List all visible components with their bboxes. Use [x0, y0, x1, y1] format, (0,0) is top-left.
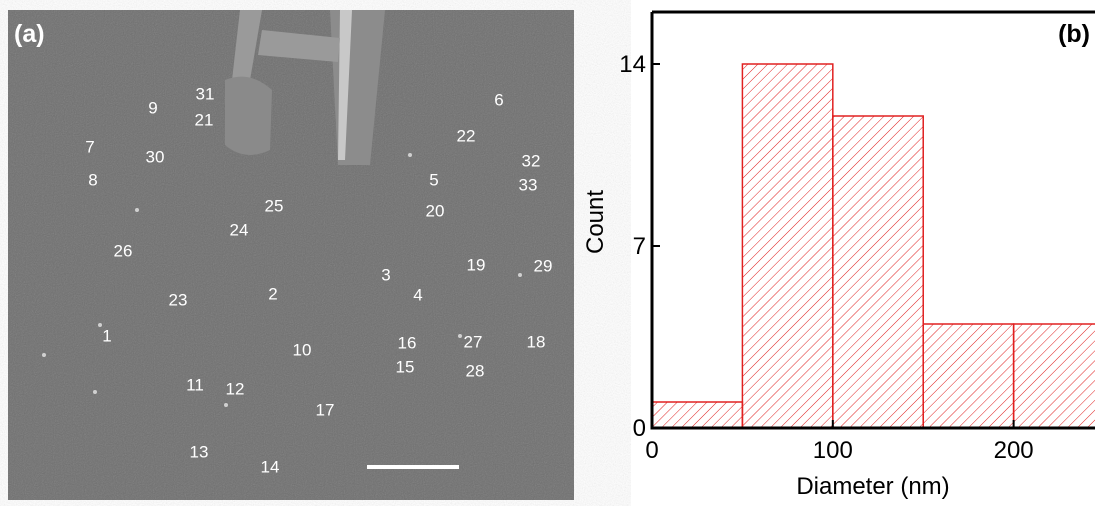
particle-label: 1: [102, 326, 111, 345]
particle-label: 11: [186, 375, 204, 394]
particle-label: 25: [265, 196, 284, 215]
bar: [922, 323, 1015, 429]
particle-label: 27: [464, 332, 483, 351]
particle-label: 4: [413, 285, 422, 304]
particle-label: 24: [230, 220, 249, 239]
particle-label: 23: [169, 290, 188, 309]
particle-label: 19: [467, 255, 486, 274]
particle-label: 22: [457, 126, 476, 145]
particle-label: 17: [316, 400, 335, 419]
particle-label: 15: [396, 357, 415, 376]
particle-label: 33: [519, 175, 538, 194]
particle-label: 31: [196, 84, 215, 103]
particle-label: 9: [148, 98, 157, 117]
particle-label: 12: [226, 379, 245, 398]
particle-label: 21: [195, 110, 214, 129]
particle-label: 28: [466, 361, 485, 380]
x-axis-label: Diameter (nm): [796, 473, 949, 500]
particle-label: 29: [534, 256, 553, 275]
particle-label: 16: [398, 333, 417, 352]
bar: [741, 63, 834, 429]
plot-area: [652, 63, 1095, 429]
x-tick-label: 100: [813, 437, 853, 464]
sem-image: (a): [8, 10, 574, 500]
bar: [1012, 323, 1095, 429]
particle-label: 8: [88, 170, 97, 189]
particle-label: 14: [261, 457, 280, 476]
bar: [832, 115, 924, 429]
particle-label: 18: [527, 332, 546, 351]
y-tick-label: 7: [633, 233, 646, 260]
particle-label: 2: [268, 284, 277, 303]
y-tick-label: 0: [633, 415, 646, 442]
panel-label: (a): [14, 20, 45, 48]
x-tick-label: 0: [645, 437, 658, 464]
particle-label: 10: [293, 340, 312, 359]
y-tick-label: 14: [619, 51, 646, 78]
particle-label: 32: [522, 151, 541, 170]
particle-label: 30: [146, 147, 165, 166]
y-axis-label: Count: [582, 190, 609, 254]
particle-label: 7: [85, 137, 94, 156]
bar: [652, 401, 744, 429]
particle-label: 6: [494, 90, 503, 109]
particle-label: 5: [429, 170, 438, 189]
particle-label: 20: [426, 201, 445, 220]
panel-label: (b): [1058, 20, 1090, 48]
x-tick-label: 200: [994, 437, 1034, 464]
particle-label: 3: [381, 265, 390, 284]
particle-label: 13: [190, 442, 209, 461]
particle-label: 26: [114, 241, 133, 260]
